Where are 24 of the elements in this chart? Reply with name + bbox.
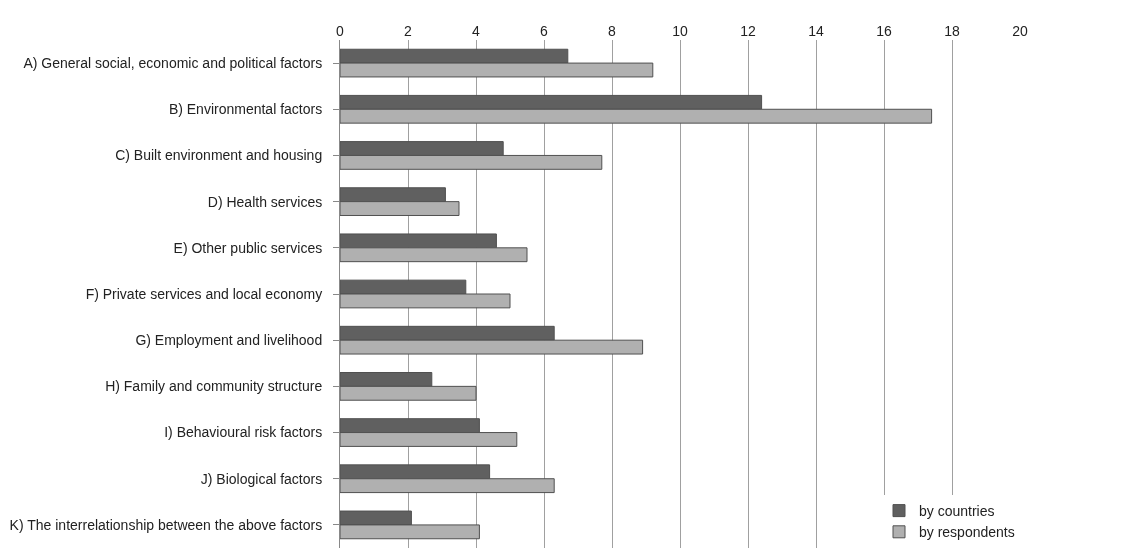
y-tick-label: D) Health services bbox=[207, 193, 323, 210]
y-tick-label: F) Private services and local economy bbox=[85, 285, 323, 302]
x-tick-label: 6 bbox=[540, 23, 549, 40]
x-tick-label: 16 bbox=[876, 23, 892, 40]
x-tick-label: 8 bbox=[608, 23, 617, 40]
x-tick-label: 18 bbox=[944, 23, 960, 40]
legend-label: by countries bbox=[919, 503, 995, 520]
y-tick-label: C) Built environment and housing bbox=[115, 147, 323, 164]
y-tick-label: J) Biological factors bbox=[200, 470, 323, 487]
y-tick-label: B) Environmental factors bbox=[168, 101, 323, 118]
x-tick-label: 2 bbox=[404, 23, 413, 40]
x-tick-label: 14 bbox=[808, 23, 824, 40]
legend-label: by respondents bbox=[919, 524, 1015, 541]
x-tick-label: 10 bbox=[672, 23, 688, 40]
x-tick-label: 4 bbox=[472, 23, 481, 40]
y-tick-label: A) General social, economic and political factors bbox=[23, 54, 323, 71]
x-tick-label: 20 bbox=[1012, 23, 1028, 40]
y-tick-label: K) The interrelationship between the above factors bbox=[9, 516, 323, 533]
y-tick-label: H) Family and community structure bbox=[105, 378, 323, 395]
x-tick-label: 12 bbox=[740, 23, 756, 40]
y-tick-label: I) Behavioural risk factors bbox=[164, 424, 323, 441]
x-tick-label: 0 bbox=[336, 23, 345, 40]
y-tick-label: G) Employment and livelihood bbox=[135, 332, 323, 349]
y-tick-label: E) Other public services bbox=[173, 239, 323, 256]
